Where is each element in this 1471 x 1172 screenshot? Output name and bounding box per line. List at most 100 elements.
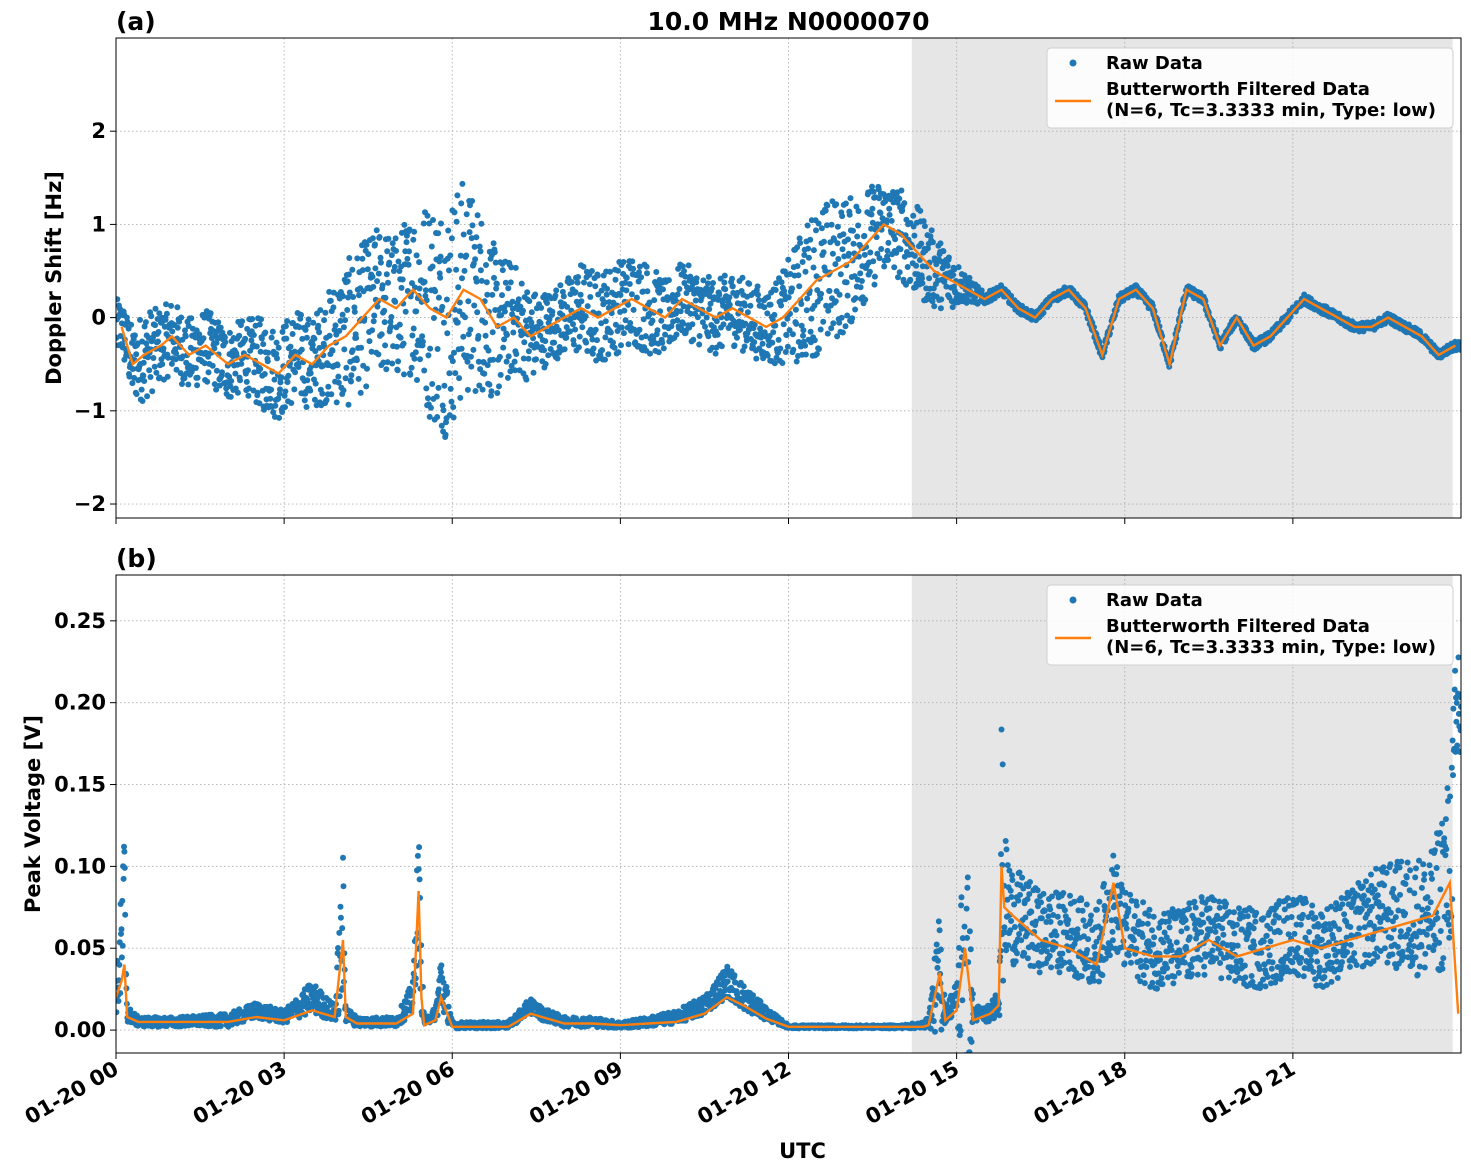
raw-data-point: [245, 385, 252, 392]
raw-data-point: [401, 221, 408, 228]
raw-data-point: [287, 343, 294, 350]
raw-data-point: [126, 373, 133, 380]
raw-data-point: [928, 227, 935, 234]
raw-data-point: [823, 302, 830, 309]
raw-data-point: [570, 337, 577, 344]
raw-data-point: [790, 346, 797, 353]
raw-data-point: [937, 305, 944, 312]
raw-data-point: [620, 259, 627, 265]
raw-data-point: [291, 386, 298, 393]
raw-data-point: [465, 298, 472, 305]
raw-data-point: [138, 386, 145, 393]
raw-data-point: [196, 331, 203, 338]
raw-data-point: [512, 264, 519, 271]
raw-data-point: [413, 252, 420, 259]
raw-data-point: [917, 207, 924, 214]
raw-data-point: [444, 988, 451, 995]
raw-data-point: [416, 876, 423, 883]
raw-data-point: [599, 347, 605, 354]
raw-data-point: [439, 402, 446, 409]
raw-data-point: [897, 246, 904, 253]
raw-data-point: [574, 279, 581, 286]
raw-data-point: [520, 307, 526, 314]
raw-data-point: [589, 336, 596, 343]
raw-data-point: [826, 288, 833, 294]
raw-data-point: [444, 330, 451, 337]
raw-data-point: [659, 339, 666, 346]
raw-data-point: [153, 369, 160, 376]
raw-data-point: [771, 360, 778, 367]
raw-data-point: [852, 306, 859, 313]
raw-data-point: [274, 355, 280, 362]
raw-data-point: [931, 303, 938, 310]
raw-data-point: [707, 300, 714, 307]
raw-data-point: [344, 307, 351, 313]
raw-data-point: [755, 291, 761, 298]
raw-data-point: [377, 254, 384, 261]
raw-data-point: [234, 389, 241, 396]
raw-data-point: [658, 317, 665, 324]
raw-data-point: [530, 369, 537, 376]
raw-data-point: [926, 275, 933, 282]
raw-data-point: [612, 276, 619, 283]
raw-data-point: [118, 930, 124, 937]
raw-data-point: [429, 381, 436, 387]
raw-data-point: [636, 326, 643, 333]
raw-data-point: [476, 382, 483, 389]
raw-data-point: [227, 393, 234, 400]
raw-data-point: [414, 852, 421, 859]
raw-data-point: [605, 351, 612, 358]
raw-data-point: [450, 404, 457, 411]
raw-data-point: [312, 983, 319, 990]
raw-data-point: [724, 978, 731, 985]
raw-data-point: [870, 188, 877, 195]
raw-data-point: [545, 352, 552, 359]
chart-title: 10.0 MHz N0000070: [647, 7, 929, 36]
raw-data-point: [438, 422, 445, 429]
raw-data-point: [570, 341, 577, 348]
raw-data-point: [127, 1006, 134, 1013]
raw-data-point: [494, 390, 501, 396]
raw-data-point: [207, 310, 214, 317]
raw-data-point: [425, 352, 432, 359]
raw-data-point: [490, 356, 497, 363]
raw-data-point: [683, 290, 690, 296]
raw-data-point: [243, 378, 250, 385]
y-axis-label: Doppler Shift [Hz]: [42, 171, 66, 385]
raw-data-point: [765, 294, 772, 301]
raw-data-point: [829, 250, 836, 257]
raw-data-point: [712, 350, 719, 357]
raw-data-point: [795, 272, 802, 279]
raw-data-point: [513, 351, 520, 357]
raw-data-point: [842, 200, 849, 207]
raw-data-point: [383, 271, 390, 278]
raw-data-point: [508, 362, 515, 369]
raw-data-point: [141, 378, 148, 384]
raw-data-point: [285, 372, 292, 379]
raw-data-point: [211, 381, 218, 388]
raw-data-point: [273, 350, 280, 357]
raw-data-point: [811, 337, 818, 344]
raw-data-point: [676, 286, 683, 292]
raw-data-point: [464, 358, 471, 365]
raw-data-point: [716, 291, 723, 298]
raw-data-point: [284, 379, 291, 386]
raw-data-point: [401, 371, 407, 378]
raw-data-point: [388, 323, 394, 330]
raw-data-point: [576, 333, 583, 340]
raw-data-point: [344, 278, 351, 285]
raw-data-point: [839, 246, 846, 253]
raw-data-point: [342, 375, 349, 382]
raw-data-point: [521, 339, 528, 346]
raw-data-point: [553, 287, 560, 294]
raw-data-point: [302, 326, 309, 333]
raw-data-point: [411, 228, 418, 235]
raw-data-point: [747, 302, 754, 309]
raw-data-point: [528, 319, 535, 326]
raw-data-point: [484, 291, 491, 298]
raw-data-point: [854, 233, 861, 240]
raw-data-point: [304, 377, 311, 384]
raw-data-point: [438, 220, 444, 227]
raw-data-point: [949, 304, 956, 311]
raw-data-point: [507, 368, 514, 375]
